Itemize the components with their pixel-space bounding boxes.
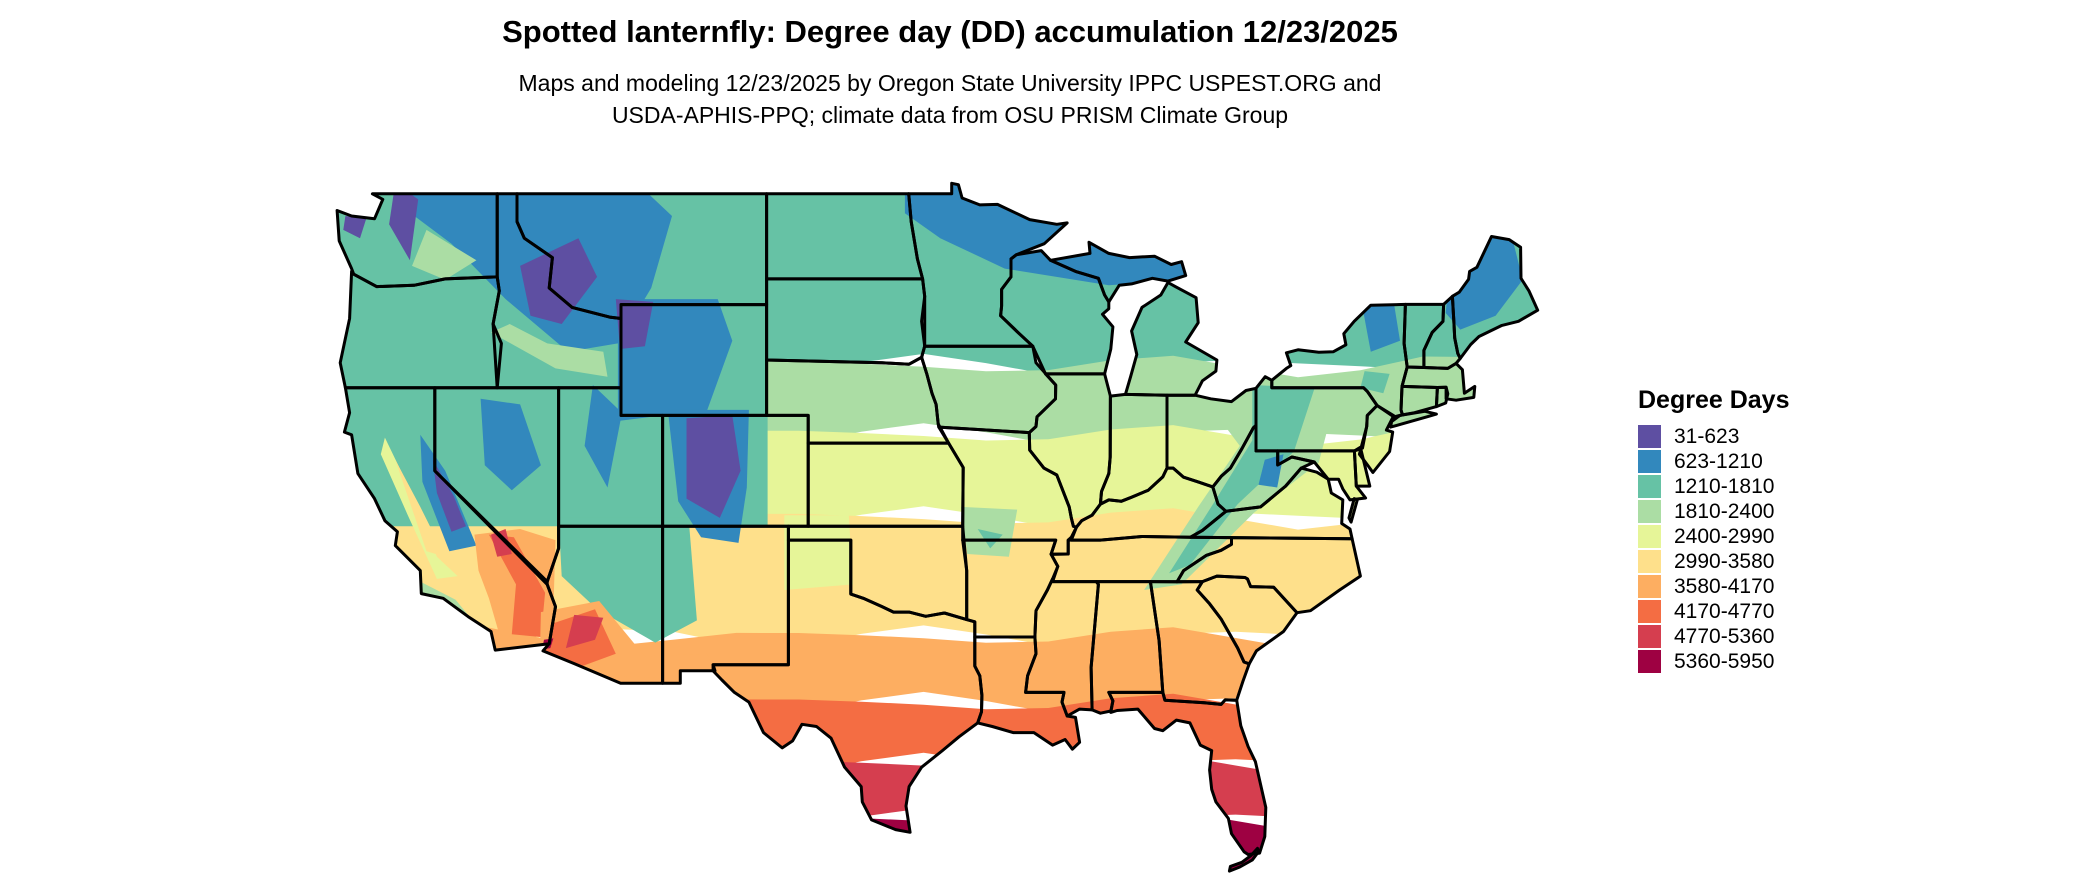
- figure-title: Spotted lanternfly: Degree day (DD) accu…: [502, 14, 1398, 49]
- state-border-vaes: [1347, 497, 1359, 524]
- legend-swatch: [1638, 475, 1661, 498]
- state-border-me: [1450, 235, 1540, 360]
- legend-item-label: 31-623: [1674, 425, 1740, 448]
- state-border-fl: [1107, 690, 1268, 856]
- legend-swatch: [1638, 550, 1661, 573]
- state-border-keys: [1227, 846, 1260, 873]
- state-borders: [335, 181, 1540, 873]
- legend-item: 5360-5950: [1638, 649, 1789, 674]
- state-border-miu: [1049, 240, 1188, 304]
- legend-item-label: 1210-1810: [1674, 475, 1775, 498]
- legend-item-label: 2990-3580: [1674, 550, 1775, 573]
- legend-swatch: [1638, 625, 1661, 648]
- legend-item-label: 623-1210: [1674, 450, 1763, 473]
- legend-item-label: 4770-5360: [1674, 625, 1775, 648]
- legend-swatch: [1638, 500, 1661, 523]
- legend-item: 3580-4170: [1638, 574, 1789, 599]
- legend-title: Degree Days: [1638, 386, 1790, 414]
- state-border-or: [338, 269, 503, 390]
- state-border-tx: [711, 538, 984, 834]
- legend-item: 1210-1810: [1638, 474, 1789, 499]
- legend-item-label: 5360-5950: [1674, 650, 1775, 673]
- legend-item: 623-1210: [1638, 449, 1789, 474]
- degree-day-raster: [337, 183, 1538, 872]
- legend-item: 1810-2400: [1638, 499, 1789, 524]
- legend-swatch: [1638, 425, 1661, 448]
- legend-items: 31-623 623-1210 1210-1810 1810-2400 2400-299…: [1638, 424, 1789, 674]
- legend-item: 2990-3580: [1638, 549, 1789, 574]
- legend-swatch: [1638, 650, 1661, 673]
- legend-swatch: [1638, 525, 1661, 548]
- subtitle-line-1: Maps and modeling 12/23/2025 by Oregon S…: [518, 70, 1382, 96]
- legend-item-label: 1810-2400: [1674, 500, 1775, 523]
- legend-swatch: [1638, 600, 1661, 623]
- legend-item-label: 4170-4770: [1674, 600, 1775, 623]
- legend-swatch: [1638, 575, 1661, 598]
- state-border-nc: [1175, 536, 1362, 615]
- subtitle-line-2: USDA-APHIS-PPQ; climate data from OSU PR…: [611, 102, 1289, 128]
- legend-item: 31-623: [1638, 424, 1789, 449]
- figure-header: Spotted lanternfly: Degree day (DD) accu…: [0, 14, 1900, 131]
- legend-item: 4770-5360: [1638, 624, 1789, 649]
- legend-swatch: [1638, 450, 1661, 473]
- legend-item: 4170-4770: [1638, 599, 1789, 624]
- legend-item-label: 3580-4170: [1674, 575, 1775, 598]
- legend-item: 2400-2990: [1638, 524, 1789, 549]
- legend: Degree Days 31-623 623-1210 1210-1810 1810-…: [1638, 386, 1789, 674]
- legend-item-label: 2400-2990: [1674, 525, 1775, 548]
- figure-subtitle: Maps and modeling 12/23/2025 by Oregon S…: [0, 67, 1900, 131]
